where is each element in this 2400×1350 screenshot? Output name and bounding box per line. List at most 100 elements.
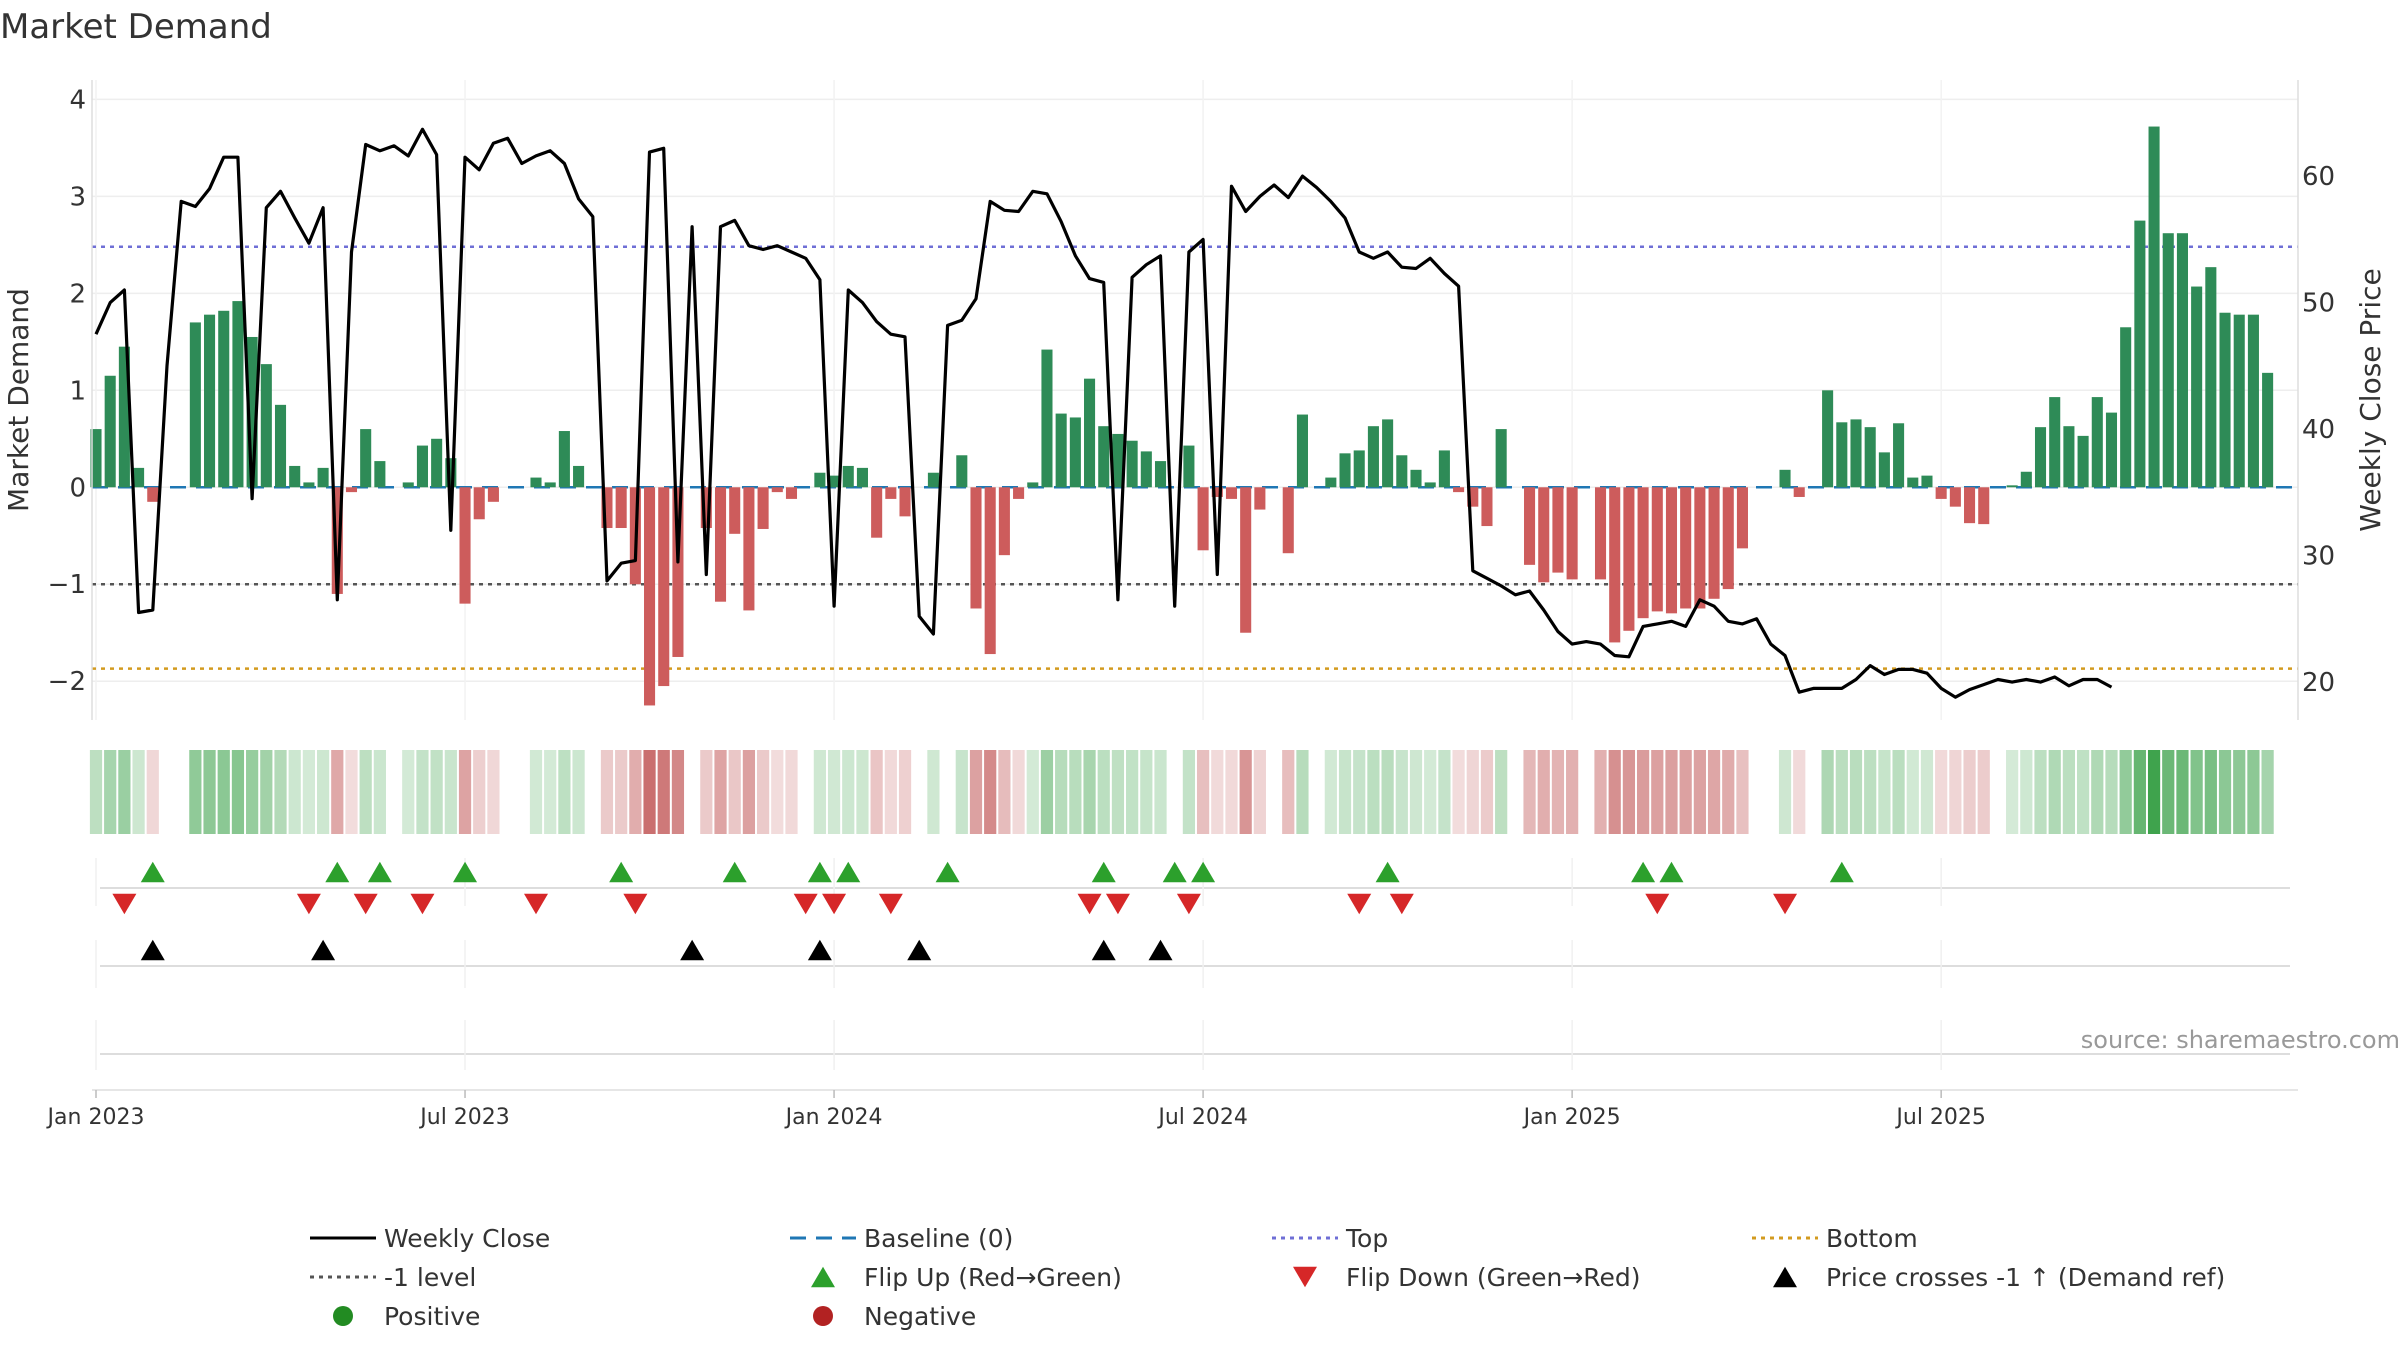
heat-cell	[1665, 750, 1678, 834]
positive-bar	[189, 322, 201, 488]
negative-bar	[331, 487, 343, 594]
negative-bar	[1538, 487, 1550, 583]
positive-bar	[1878, 452, 1890, 488]
flip-down-marker	[1176, 893, 1201, 915]
heat-cell	[1438, 750, 1451, 834]
positive-bar	[1296, 414, 1308, 488]
positive-bar	[927, 472, 939, 488]
heat-cell	[487, 750, 500, 834]
heat-cell	[118, 750, 131, 834]
heat-cell	[657, 750, 670, 834]
heat-cell	[2006, 750, 2019, 834]
heat-cell	[1140, 750, 1153, 834]
heat-cell	[1324, 750, 1337, 834]
positive-bar	[2219, 312, 2231, 488]
positive-bar	[2233, 314, 2245, 488]
positive-bar	[1921, 475, 1933, 488]
heat-cell	[771, 750, 784, 834]
heat-cell	[402, 750, 415, 834]
left-tick-label: 4	[69, 85, 86, 115]
heat-cell	[1849, 750, 1863, 834]
positive-bar	[2020, 471, 2032, 488]
negative-bar	[345, 487, 358, 493]
demand-heat-strip	[89, 750, 2274, 834]
heat-cell	[955, 750, 968, 834]
heat-cell	[416, 750, 429, 834]
legend-label: Bottom	[1826, 1224, 1918, 1253]
negative-bar	[615, 487, 627, 528]
heat-cell	[2034, 750, 2047, 834]
positive-bar	[2247, 314, 2259, 488]
legend-label: Positive	[384, 1302, 480, 1331]
heat-cell	[998, 750, 1011, 834]
flip-down-marker	[524, 893, 548, 915]
heat-cell	[260, 750, 273, 834]
negative-bar	[1467, 487, 1479, 507]
legend-swatch	[811, 1266, 835, 1288]
positive-bar	[317, 467, 329, 488]
flip-down-marker	[623, 893, 648, 915]
heat-cell	[430, 750, 443, 834]
positive-bar	[2034, 427, 2047, 488]
positive-bar	[1126, 440, 1138, 488]
negative-bar	[700, 487, 712, 528]
positive-bar	[544, 482, 556, 488]
heat-cell	[1977, 750, 1990, 834]
positive-bar	[374, 461, 386, 488]
x-tick-label: Jul 2023	[418, 1105, 510, 1130]
positive-bar	[2148, 126, 2160, 488]
heat-cell	[345, 750, 358, 834]
heat-cell	[785, 750, 798, 834]
heat-cell	[331, 750, 344, 834]
positive-bar	[232, 301, 244, 488]
heat-cell	[2133, 750, 2146, 834]
negative-bar	[1637, 487, 1649, 619]
legend-item: Price crosses -1 ↑ (Demand ref)	[1773, 1263, 2225, 1292]
positive-bar	[2105, 412, 2118, 488]
positive-bar	[1410, 469, 1422, 488]
heat-cell	[1608, 750, 1621, 834]
cross-markers-panel	[95, 939, 2290, 988]
negative-bar	[1453, 487, 1465, 493]
heat-cell	[2204, 750, 2217, 834]
heat-cell	[1381, 750, 1394, 834]
heat-cell	[1622, 750, 1636, 834]
flip-up-marker	[1162, 861, 1187, 883]
positive-bar	[1396, 455, 1408, 488]
negative-bar	[885, 487, 897, 499]
heat-cell	[870, 750, 883, 834]
heat-cell	[1835, 750, 1848, 834]
heat-cell	[1821, 750, 1834, 834]
heat-cell	[1707, 750, 1721, 834]
price-cross-marker	[311, 939, 336, 961]
legend-label: Negative	[864, 1302, 976, 1331]
flip-down-marker	[112, 893, 137, 915]
negative-bar	[601, 487, 613, 528]
positive-bar	[1339, 453, 1351, 488]
heat-cell	[842, 750, 855, 834]
positive-bar	[416, 445, 428, 488]
left-axis: 4 3 2 1 0 −1 −2	[48, 80, 93, 720]
positive-bar	[2262, 372, 2274, 488]
negative-bar	[1680, 487, 1692, 609]
negative-bar	[1665, 487, 1678, 614]
heat-cell	[1282, 750, 1295, 834]
flip-up-marker	[325, 861, 350, 883]
heat-cell	[2062, 750, 2076, 834]
legend-label: Baseline (0)	[864, 1224, 1013, 1253]
positive-bar	[289, 465, 301, 488]
positive-bar	[118, 346, 130, 488]
positive-bar	[856, 467, 868, 488]
negative-bar	[714, 487, 727, 602]
heat-cell	[984, 750, 997, 834]
heat-cell	[1949, 750, 1962, 834]
heat-cell	[1906, 750, 1919, 834]
flip-down-marker	[1077, 893, 1102, 915]
heat-cell	[1211, 750, 1224, 834]
positive-bar	[842, 465, 854, 488]
legend-label: Weekly Close	[384, 1224, 550, 1253]
negative-bar	[1935, 487, 1947, 499]
x-tick-label: Jul 2025	[1894, 1105, 1986, 1130]
flip-up-marker	[1829, 861, 1854, 883]
